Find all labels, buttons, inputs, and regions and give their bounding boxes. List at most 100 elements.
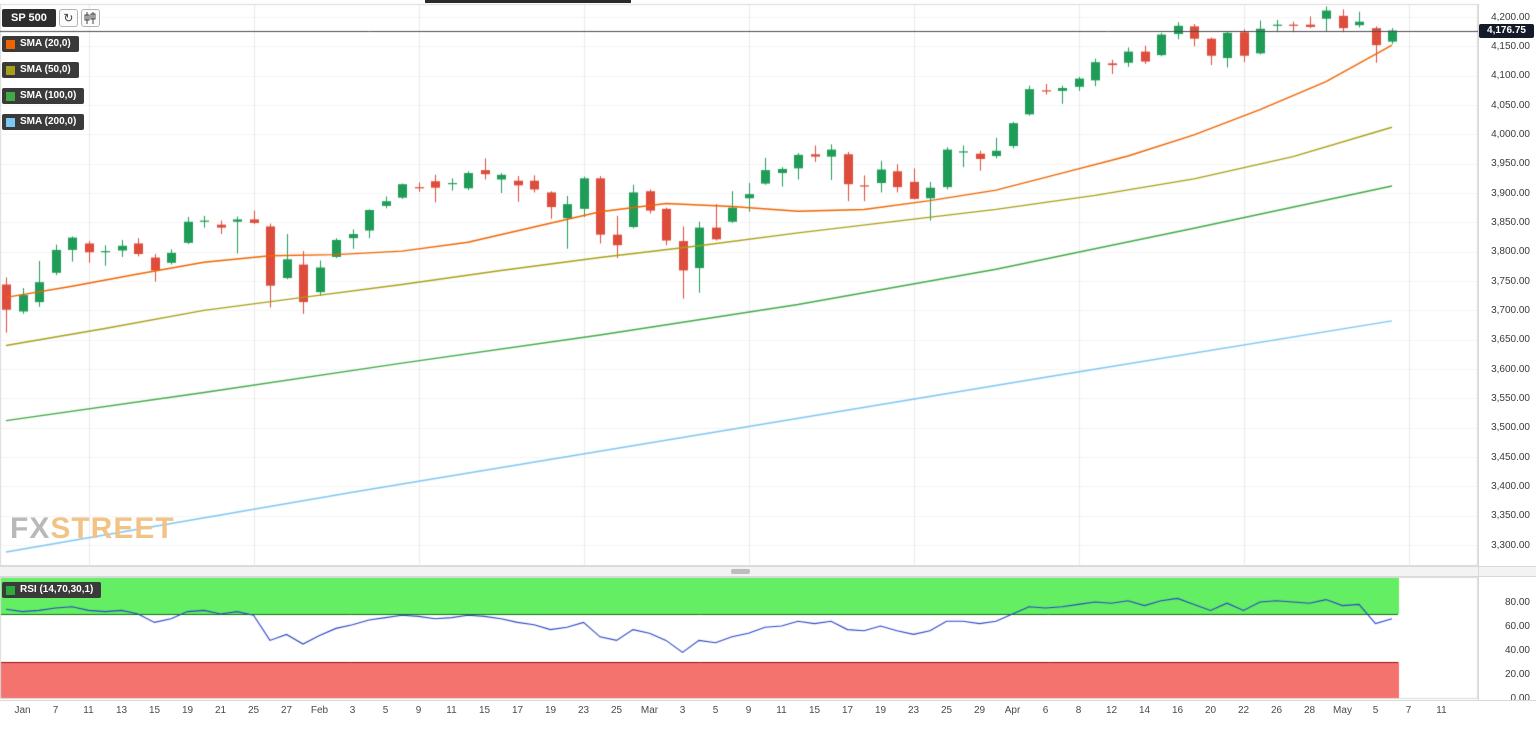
chart-toolbar: SP 500 ↻ <box>2 9 100 27</box>
sma-100-badge[interactable]: SMA (100,0) <box>2 88 85 104</box>
refresh-button[interactable]: ↻ <box>58 9 78 27</box>
date-axis: Jan 7 11 13 15 19 21 25 27 Feb 3 5 9 11 15 17 19 23 25 Mar 3… <box>0 700 1536 721</box>
price-axis-label: 4,200.00 <box>1491 11 1530 23</box>
date-axis-label: 15 <box>148 705 161 716</box>
price-axis: 4,200.00 4,150.00 4,100.00 4,050.00 4,000.00… <box>1480 0 1534 566</box>
fxstreet-watermark-fx: FX <box>10 512 51 545</box>
date-axis-label: 3 <box>349 705 356 716</box>
date-axis-label: 23 <box>907 705 920 716</box>
price-axis-label: 3,850.00 <box>1491 216 1530 228</box>
date-axis-label: 14 <box>1138 705 1151 716</box>
rsi-axis-label: 60.00 <box>1504 620 1530 632</box>
date-axis-label: Apr <box>1004 705 1021 716</box>
date-axis-label: 5 <box>712 705 719 716</box>
date-axis-label: 9 <box>745 705 752 716</box>
rsi-axis: 80.00 60.00 40.00 20.00 0.00 <box>1480 577 1534 704</box>
date-axis-label: 15 <box>808 705 821 716</box>
sma-20-badge[interactable]: SMA (20,0) <box>2 36 79 52</box>
chart-style-button[interactable] <box>80 9 100 27</box>
date-axis-label: 15 <box>478 705 491 716</box>
price-axis-label: 3,400.00 <box>1491 480 1530 492</box>
date-axis-label: 19 <box>874 705 887 716</box>
date-axis-label: 25 <box>940 705 953 716</box>
date-axis-label: 27 <box>280 705 293 716</box>
date-axis-label: 11 <box>1436 705 1447 716</box>
date-axis-label: 19 <box>181 705 194 716</box>
sma-50-badge[interactable]: SMA (50,0) <box>2 62 79 78</box>
sma-200-label: SMA (200,0) <box>20 116 77 127</box>
price-axis-label: 4,000.00 <box>1491 128 1530 140</box>
sma-200-badge[interactable]: SMA (200,0) <box>2 114 85 130</box>
price-axis-label: 3,750.00 <box>1491 275 1530 287</box>
sma-20-color-chip <box>6 39 15 49</box>
price-axis-label: 3,350.00 <box>1491 510 1530 522</box>
candlestick-icon <box>84 12 96 24</box>
date-axis-label: 23 <box>577 705 590 716</box>
axis-separator-line <box>1478 4 1479 700</box>
date-axis-label: 20 <box>1204 705 1217 716</box>
date-axis-label: Mar <box>640 705 659 716</box>
date-axis-label: 28 <box>1303 705 1316 716</box>
last-price-tag: 4,176.75 <box>1479 24 1534 38</box>
price-axis-label: 3,900.00 <box>1491 187 1530 199</box>
date-axis-label: 8 <box>1075 705 1082 716</box>
date-axis-label: 25 <box>610 705 623 716</box>
price-axis-label: 3,600.00 <box>1491 363 1530 375</box>
price-axis-label: 3,650.00 <box>1491 334 1530 346</box>
sma-50-label: SMA (50,0) <box>20 64 71 75</box>
price-axis-label: 3,550.00 <box>1491 392 1530 404</box>
date-axis-label: May <box>1333 705 1352 716</box>
date-axis-label: 25 <box>247 705 260 716</box>
date-axis-label: 21 <box>214 705 227 716</box>
date-axis-label: 7 <box>1405 705 1412 716</box>
rsi-color-chip <box>6 585 15 595</box>
price-axis-label: 4,100.00 <box>1491 70 1530 82</box>
rsi-indicator-label: RSI (14,70,30,1) <box>20 584 94 595</box>
rsi-chart-canvas[interactable] <box>0 577 1478 700</box>
pane-splitter-handle[interactable] <box>731 569 750 574</box>
date-axis-label: 17 <box>511 705 524 716</box>
date-axis-label: 29 <box>973 705 986 716</box>
rsi-indicator-badge[interactable]: RSI (14,70,30,1) <box>2 582 102 598</box>
date-axis-label: 19 <box>544 705 557 716</box>
pane-divider <box>0 566 1536 577</box>
price-axis-label: 3,800.00 <box>1491 246 1530 258</box>
date-axis-label: 11 <box>446 705 457 716</box>
sma-100-label: SMA (100,0) <box>20 90 77 101</box>
date-axis-label: Feb <box>310 705 329 716</box>
price-axis-label: 4,150.00 <box>1491 40 1530 52</box>
date-axis-label: 7 <box>52 705 59 716</box>
date-axis-label: 5 <box>1372 705 1379 716</box>
sma-20-label: SMA (20,0) <box>20 38 71 49</box>
price-axis-label: 4,050.00 <box>1491 99 1530 111</box>
date-axis-label: Jan <box>14 705 31 716</box>
date-axis-label: 26 <box>1270 705 1283 716</box>
price-chart-canvas[interactable] <box>0 0 1478 566</box>
date-axis-label: 9 <box>415 705 422 716</box>
date-axis-label: 3 <box>679 705 686 716</box>
date-axis-label: 11 <box>83 705 94 716</box>
price-axis-label: 3,950.00 <box>1491 158 1530 170</box>
sma-legend: SMA (20,0) SMA (50,0) SMA (100,0) SMA (2… <box>2 36 85 130</box>
fxstreet-watermark: FXSTREET <box>10 512 175 546</box>
rsi-axis-label: 20.00 <box>1504 668 1530 680</box>
symbol-badge[interactable]: SP 500 <box>2 9 56 27</box>
window-top-edge-artifact <box>425 0 631 3</box>
date-axis-label: 6 <box>1042 705 1049 716</box>
sma-50-color-chip <box>6 65 15 75</box>
price-axis-label: 3,500.00 <box>1491 422 1530 434</box>
price-axis-label: 3,700.00 <box>1491 304 1530 316</box>
rsi-axis-label: 80.00 <box>1504 596 1530 608</box>
price-axis-label: 3,300.00 <box>1491 539 1530 551</box>
date-axis-label: 11 <box>776 705 787 716</box>
sma-100-color-chip <box>6 91 15 101</box>
date-axis-label: 22 <box>1237 705 1250 716</box>
refresh-icon: ↻ <box>63 11 74 25</box>
date-axis-label: 16 <box>1171 705 1184 716</box>
sma-200-color-chip <box>6 117 15 127</box>
date-axis-label: 12 <box>1105 705 1118 716</box>
date-axis-label: 13 <box>115 705 128 716</box>
date-axis-label: 5 <box>382 705 389 716</box>
rsi-axis-label: 0.00 <box>1510 692 1530 704</box>
